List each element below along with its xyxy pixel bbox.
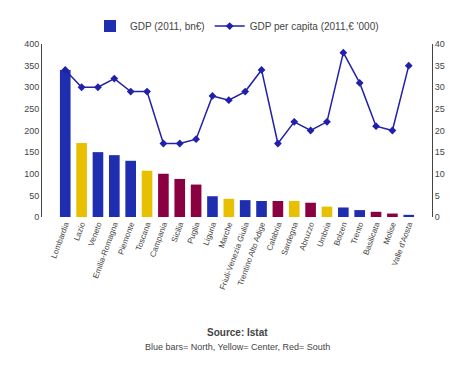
svg-text:Umbria: Umbria [315, 220, 332, 248]
svg-text:150: 150 [24, 147, 39, 157]
svg-text:15: 15 [435, 147, 445, 157]
svg-text:Valle d'Aosta: Valle d'Aosta [390, 220, 414, 267]
svg-text:0: 0 [34, 212, 39, 222]
svg-text:50: 50 [29, 191, 39, 201]
svg-text:35: 35 [435, 61, 445, 71]
svg-text:Veneto: Veneto [87, 220, 104, 247]
svg-text:Basilicata: Basilicata [362, 220, 382, 256]
svg-text:5: 5 [435, 191, 440, 201]
svg-text:250: 250 [24, 104, 39, 114]
svg-text:Molise: Molise [382, 220, 399, 245]
svg-text:350: 350 [24, 61, 39, 71]
svg-text:Emilia-Romagna: Emilia-Romagna [91, 220, 120, 279]
svg-text:Puglia: Puglia [186, 220, 202, 244]
svg-text:40: 40 [435, 39, 445, 49]
svg-text:Sardegna: Sardegna [280, 220, 301, 256]
svg-text:Campania: Campania [148, 220, 169, 258]
svg-text:100: 100 [24, 169, 39, 179]
svg-text:GDP (2011, bn€): GDP (2011, bn€) [130, 21, 205, 32]
svg-text:Friuli-Venezia Giulia: Friuli-Venezia Giulia [218, 220, 251, 290]
svg-text:Trentino Alto Adige: Trentino Alto Adige [236, 220, 268, 286]
svg-text:0: 0 [435, 212, 440, 222]
svg-text:Piemonte: Piemonte [116, 220, 136, 255]
svg-text:Lombardia: Lombardia [49, 220, 71, 259]
svg-text:200: 200 [24, 126, 39, 136]
svg-text:20: 20 [435, 126, 445, 136]
svg-text:Abruzzo: Abruzzo [298, 220, 317, 251]
svg-text:Bolzen: Bolzen [332, 221, 349, 247]
svg-text:GDP per capita (2011,€ '000): GDP per capita (2011,€ '000) [250, 21, 379, 32]
svg-text:Trento: Trento [349, 220, 365, 245]
svg-text:Toscana: Toscana [134, 220, 153, 252]
svg-text:Sicilia: Sicilia [170, 220, 186, 243]
svg-text:30: 30 [435, 82, 445, 92]
svg-text:25: 25 [435, 104, 445, 114]
svg-text:Lazio: Lazio [72, 220, 87, 242]
svg-text:Calabria: Calabria [265, 220, 284, 252]
svg-text:300: 300 [24, 82, 39, 92]
svg-text:Liguria: Liguria [201, 220, 218, 246]
svg-text:10: 10 [435, 169, 445, 179]
svg-text:Source: Istat: Source: Istat [207, 327, 268, 338]
svg-text:Marche: Marche [217, 220, 235, 249]
svg-text:400: 400 [24, 39, 39, 49]
svg-text:Blue bars= North, Yellow= Cent: Blue bars= North, Yellow= Center, Red= S… [145, 342, 330, 352]
